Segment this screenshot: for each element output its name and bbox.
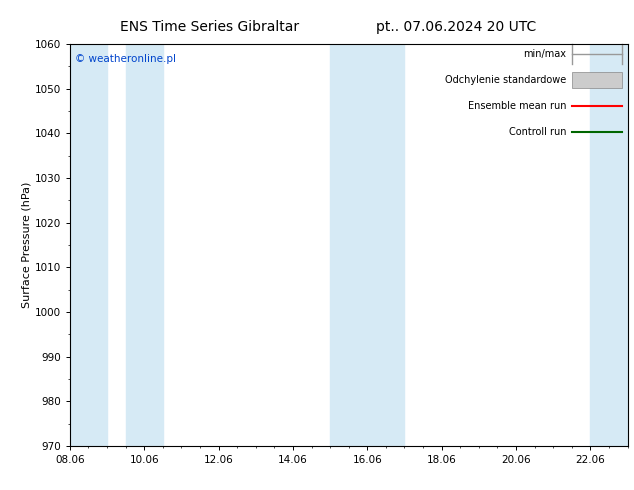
Bar [330, 44, 404, 446]
Text: © weatheronline.pl: © weatheronline.pl [75, 54, 176, 64]
FancyBboxPatch shape [572, 72, 622, 88]
Text: ENS Time Series Gibraltar: ENS Time Series Gibraltar [120, 20, 299, 34]
Text: Ensemble mean run: Ensemble mean run [468, 101, 566, 111]
Text: Odchylenie standardowe: Odchylenie standardowe [445, 75, 566, 85]
Text: Controll run: Controll run [509, 127, 566, 138]
Bar [126, 44, 163, 446]
Bar [590, 44, 634, 446]
Y-axis label: Surface Pressure (hPa): Surface Pressure (hPa) [22, 182, 32, 308]
Text: min/max: min/max [523, 49, 566, 59]
Bar [70, 44, 107, 446]
Text: pt.. 07.06.2024 20 UTC: pt.. 07.06.2024 20 UTC [377, 20, 536, 34]
